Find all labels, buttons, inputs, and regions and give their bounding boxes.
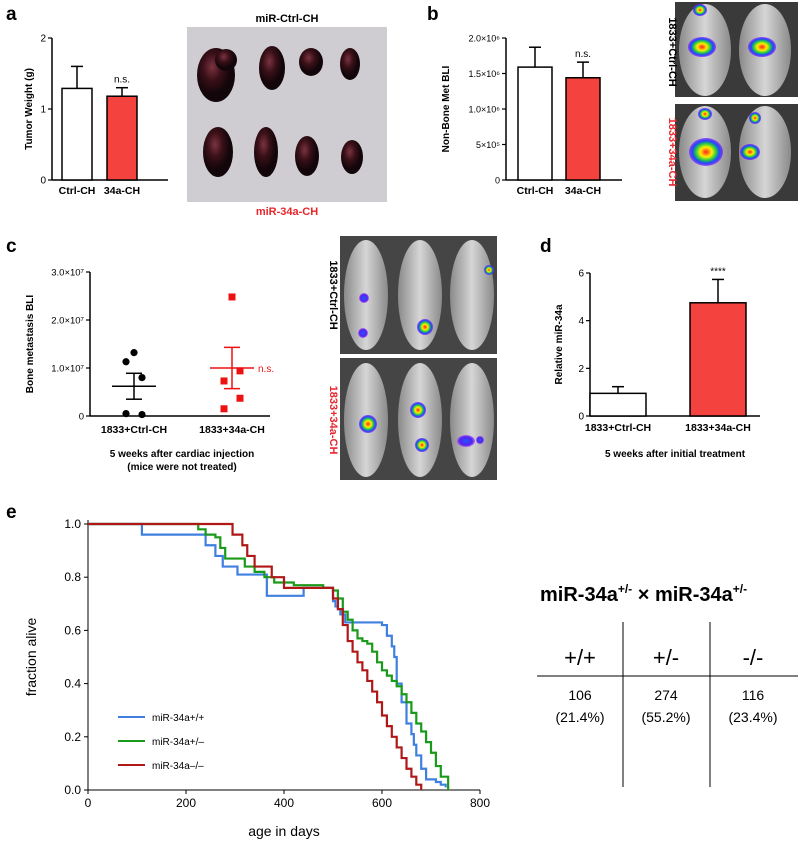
- a-y-tick-label: 1: [40, 105, 46, 116]
- a-category-label: Ctrl-CH: [59, 185, 96, 197]
- e-y-tick-label: 0.4: [64, 677, 81, 691]
- panel-letter-d: d: [540, 236, 552, 257]
- e-x-tick-label: 600: [372, 796, 392, 810]
- table-percent-het: (55.2%): [641, 709, 690, 725]
- c-y-tick-label: 3.0×10⁷: [51, 268, 84, 279]
- d-y-tick-label: 6: [578, 269, 584, 280]
- d-y-axis-label: Relative miR-34a: [554, 304, 565, 384]
- genotype-table: miR-34a+/- × miR-34a+/- +/+ +/- -/- 106 …: [537, 582, 798, 787]
- d-bar-2: [689, 302, 747, 417]
- b-bar-2: [565, 77, 601, 181]
- photo-label-b-top: 1833+Ctrl-CH: [666, 17, 678, 86]
- e-x-tick-label: 800: [470, 796, 490, 810]
- charts-layer: 0 1 2 Tumor Weight (g) Ctrl-CH 34a-CH n.s. 0 5×1…: [23, 34, 760, 839]
- table-header-wt: +/+: [564, 645, 596, 670]
- c-point-ctrl: [122, 410, 130, 418]
- b-y-tick-label: 5×10⁵: [476, 140, 500, 150]
- c-point-ctrl: [130, 349, 138, 357]
- table-header-het: +/-: [653, 645, 679, 670]
- panel-letter-a: a: [6, 4, 17, 25]
- table-count-ko: 116: [742, 687, 765, 703]
- e-y-tick-label: 0.6: [64, 623, 81, 637]
- c-point-ctrl: [122, 358, 130, 366]
- c-point-ctrl: [138, 410, 146, 419]
- c-point-34a: [220, 377, 228, 385]
- e-legend-label: miR-34a+/–: [152, 737, 204, 748]
- c-y-tick-label: 0: [79, 412, 84, 423]
- e-x-axis-label: age in days: [248, 823, 320, 839]
- d-y-tick-label: 4: [578, 316, 584, 327]
- c-point-34a: [236, 394, 244, 402]
- c-significance-label: n.s.: [258, 364, 274, 375]
- panel-letter-c: c: [6, 236, 17, 257]
- panel-letter-e: e: [6, 502, 17, 523]
- c-x-axis-label: (mice were not treated): [127, 462, 236, 473]
- photo-label-a-top: miR-Ctrl-CH: [256, 13, 319, 25]
- d-significance-label: ****: [710, 266, 726, 277]
- c-y-axis-label: Bone metastasis BLI: [25, 295, 36, 394]
- photo-label-c-top: 1833+Ctrl-CH: [327, 260, 339, 329]
- bli-photo-c: [340, 236, 497, 480]
- table-percent-wt: (21.4%): [555, 709, 604, 725]
- e-survival-line-1: [88, 522, 447, 788]
- b-y-axis-label: Non-Bone Met BLI: [441, 65, 452, 152]
- tumor-photo: [187, 27, 387, 202]
- a-bar-1: [61, 87, 93, 181]
- e-y-axis-label: fraction alive: [23, 617, 39, 696]
- d-category-label: 1833+Ctrl-CH: [585, 422, 651, 434]
- b-y-tick-label: 1.0×10⁶: [469, 105, 501, 115]
- e-y-tick-label: 0.2: [64, 730, 81, 744]
- table-percent-ko: (23.4%): [728, 709, 777, 725]
- e-y-tick-label: 0.8: [64, 570, 81, 584]
- c-y-tick-label: 1.0×10⁷: [51, 364, 84, 375]
- c-point-34a: [228, 293, 236, 301]
- d-y-tick-label: 2: [578, 364, 584, 375]
- photo-label-b-bottom: 1833+34a-CH: [666, 118, 678, 187]
- b-category-label: Ctrl-CH: [517, 185, 554, 197]
- e-x-tick-label: 0: [85, 796, 92, 810]
- a-y-tick-label: 0: [40, 176, 46, 187]
- table-count-wt: 106: [568, 687, 592, 703]
- photo-label-c-bottom: 1833+34a-CH: [327, 386, 339, 455]
- a-significance-label: n.s.: [114, 75, 130, 86]
- d-y-tick-label: 0: [578, 412, 584, 423]
- c-category-label: 1833+Ctrl-CH: [101, 424, 167, 436]
- e-survival-line-3: [88, 522, 423, 790]
- a-y-axis-label: Tumor Weight (g): [24, 68, 35, 150]
- e-survival-line-2: [88, 522, 450, 790]
- table-header-ko: -/-: [743, 645, 764, 670]
- e-legend-label: miR-34a–/–: [152, 761, 204, 772]
- a-bar-2: [106, 95, 138, 181]
- c-x-axis-label: 5 weeks after cardiac injection: [110, 449, 255, 460]
- b-significance-label: n.s.: [575, 49, 591, 60]
- table-title: miR-34a+/- × miR-34a+/-: [540, 582, 747, 606]
- panel-letter-b: b: [427, 4, 439, 25]
- e-x-tick-label: 400: [274, 796, 294, 810]
- b-y-tick-label: 0: [495, 176, 500, 186]
- d-x-axis-label: 5 weeks after initial treatment: [605, 449, 746, 460]
- e-y-tick-label: 0.0: [64, 783, 81, 797]
- c-point-ctrl: [138, 374, 146, 382]
- d-bar-1: [589, 392, 647, 417]
- c-point-34a: [236, 367, 244, 375]
- photo-label-a-bottom: miR-34a-CH: [256, 206, 318, 218]
- b-y-tick-label: 2.0×10⁶: [469, 34, 501, 44]
- e-x-tick-label: 200: [176, 796, 196, 810]
- a-category-label: 34a-CH: [104, 185, 140, 197]
- b-y-tick-label: 1.5×10⁶: [469, 69, 501, 79]
- a-y-tick-label: 2: [40, 34, 46, 45]
- b-category-label: 34a-CH: [565, 185, 601, 197]
- e-legend-label: miR-34a+/+: [152, 713, 204, 724]
- c-point-34a: [220, 405, 228, 413]
- d-category-label: 1833+34a-CH: [685, 422, 751, 434]
- c-category-label: 1833+34a-CH: [199, 424, 265, 436]
- e-y-tick-label: 1.0: [64, 517, 81, 531]
- table-count-het: 274: [654, 687, 678, 703]
- c-y-tick-label: 2.0×10⁷: [51, 316, 84, 327]
- b-bar-1: [517, 66, 553, 181]
- bli-photo-b: [675, 2, 798, 201]
